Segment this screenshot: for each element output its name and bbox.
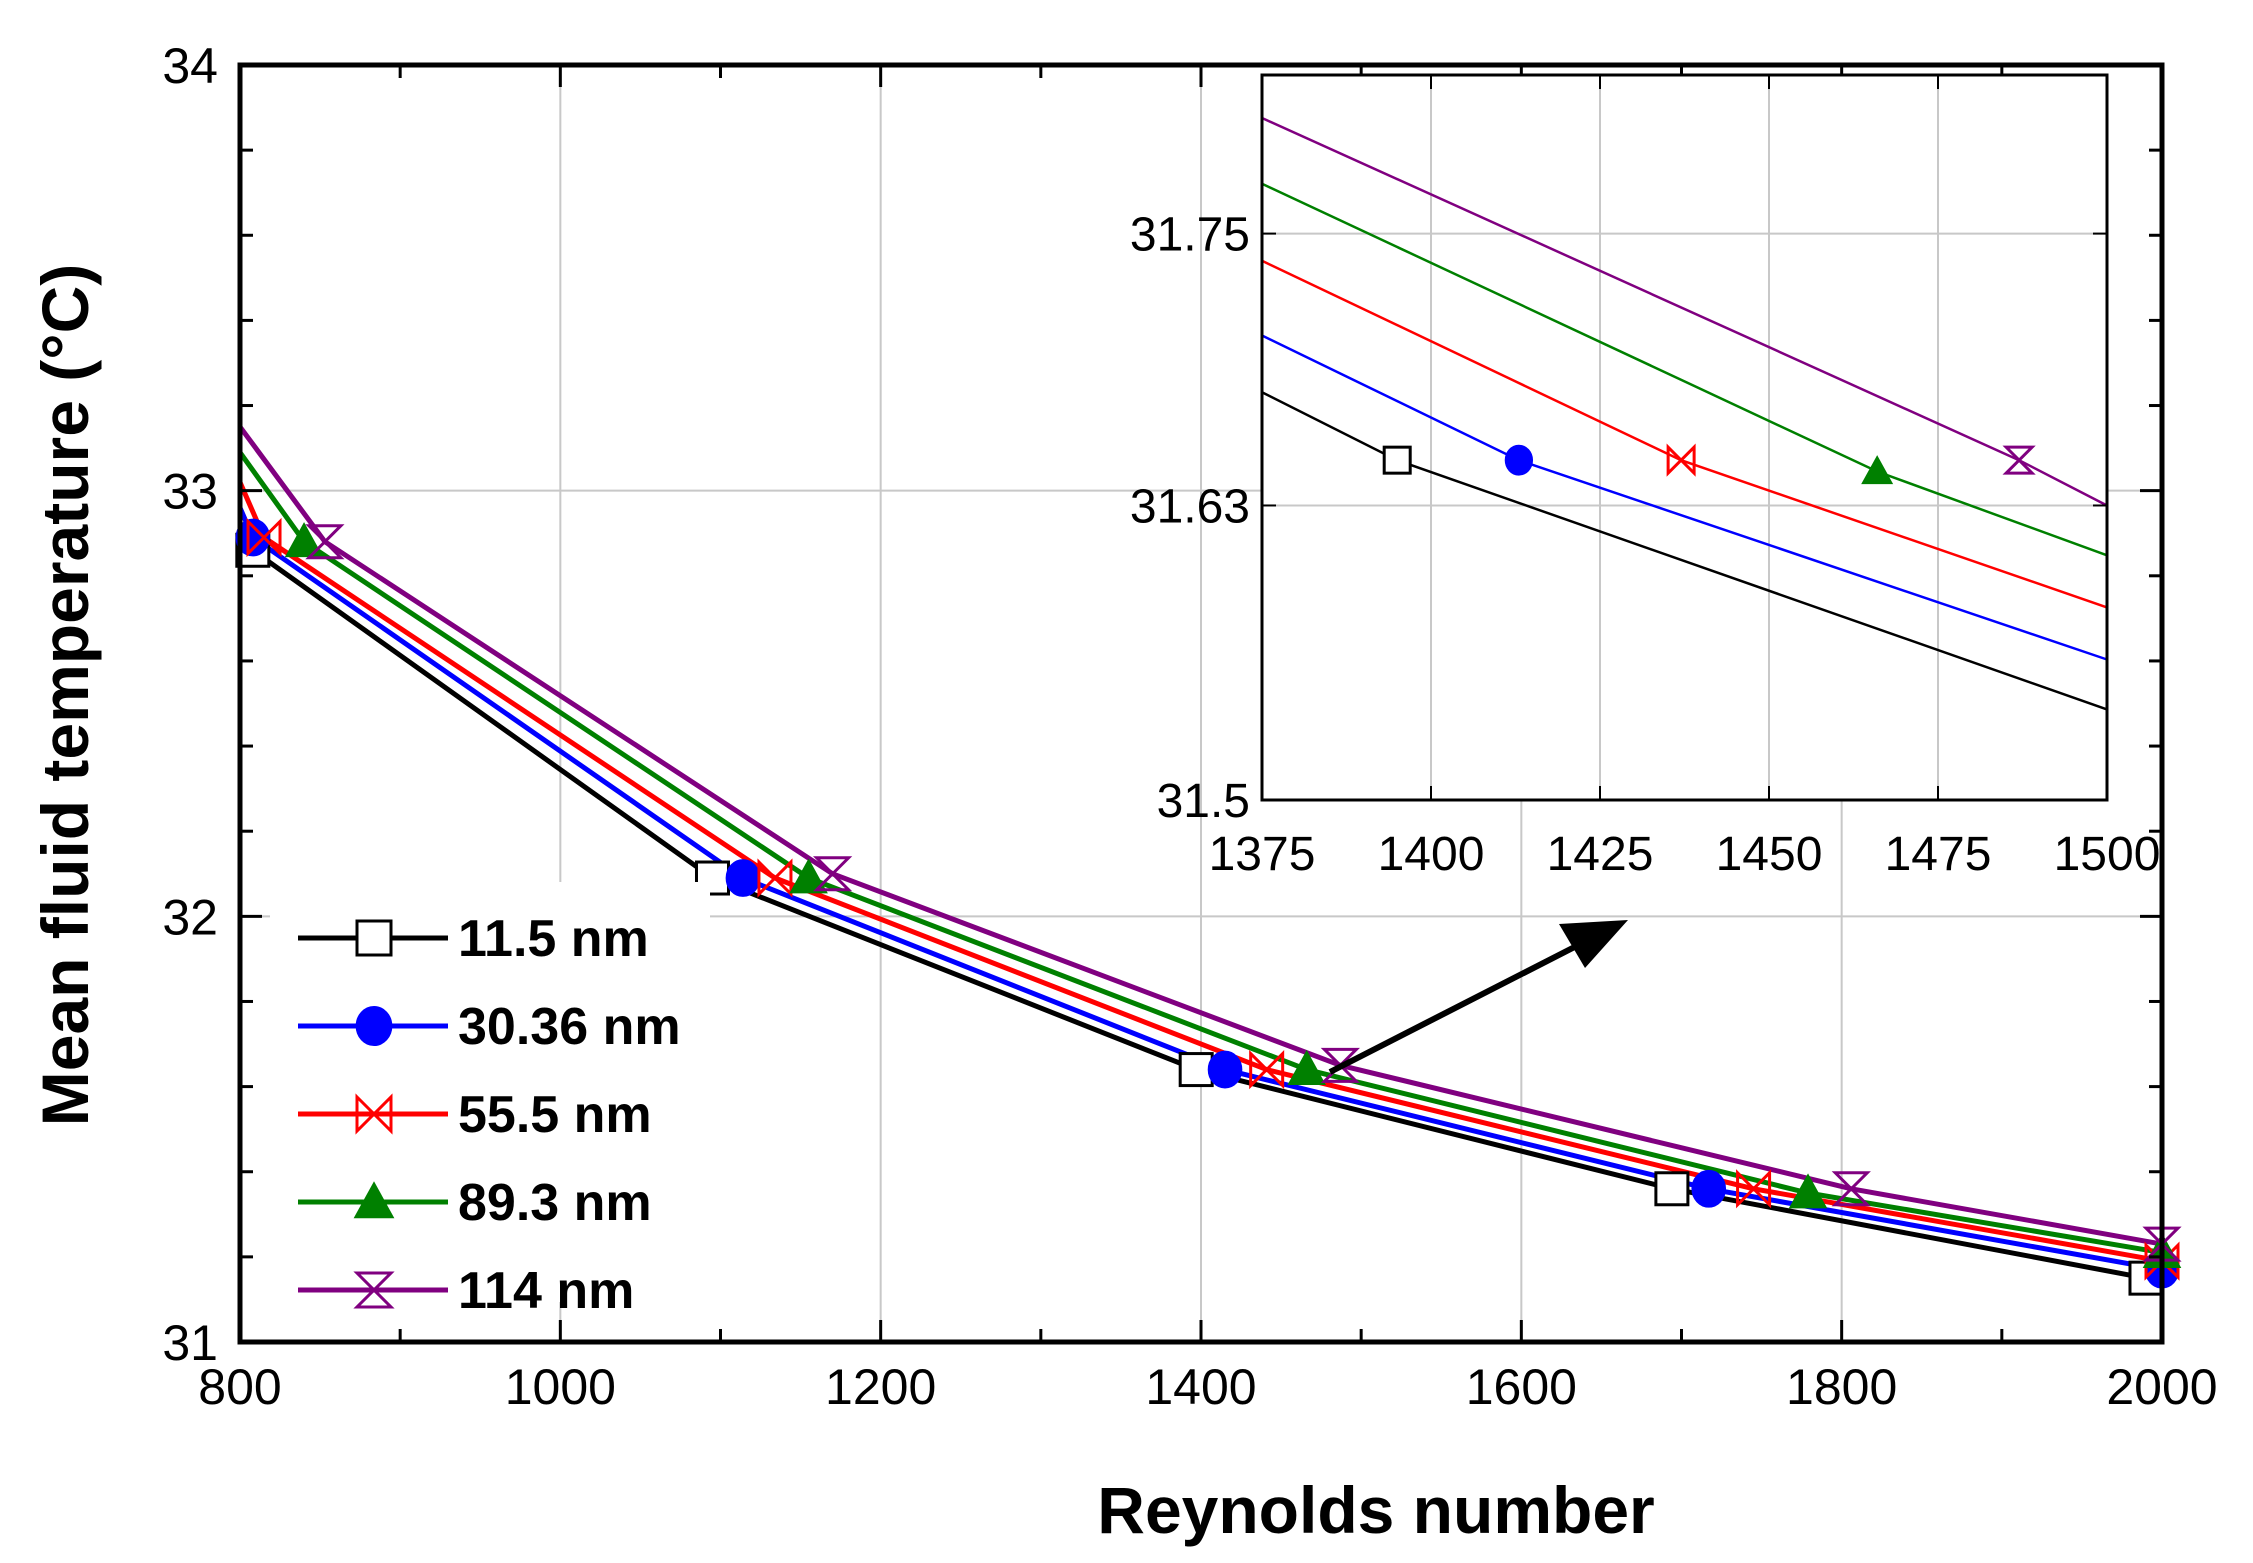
y-axis-title: Mean fluid temperature (°C) <box>28 264 102 1126</box>
inset-x-tick-label: 1400 <box>1378 828 1485 881</box>
main-data-point <box>2142 1226 2182 1262</box>
inset-x-tick-label: 1450 <box>1716 828 1823 881</box>
legend-label: 11.5 nm <box>458 910 649 968</box>
legend-marker <box>355 919 393 957</box>
inset-y-tick-label: 31.63 <box>1130 480 1250 533</box>
legend-box <box>270 882 710 1302</box>
main-data-point <box>235 518 271 557</box>
x-axis-title: Reynolds number <box>1097 1473 1654 1547</box>
main-data-point <box>1691 1169 1727 1208</box>
main-x-tick-label: 1000 <box>505 1359 616 1415</box>
main-y-tick-label: 33 <box>162 464 218 520</box>
legend-label: 55.5 nm <box>458 1086 652 1144</box>
inset-grid <box>1262 75 2107 800</box>
main-y-tick-label: 31 <box>162 1315 218 1371</box>
main-data-point <box>1178 1052 1214 1088</box>
main-x-tick-label: 1800 <box>1786 1359 1897 1415</box>
main-y-tick-label: 34 <box>162 38 218 94</box>
main-data-point <box>305 524 345 560</box>
main-data-point <box>1831 1171 1871 1207</box>
inset-x-tick-label: 1425 <box>1547 828 1654 881</box>
main-data-point <box>757 858 793 898</box>
main-data-point <box>1736 1169 1772 1209</box>
inset-x-tick-label: 1475 <box>1885 828 1992 881</box>
inset-plot-frame <box>1260 73 2109 802</box>
inset-x-tick-label: 1500 <box>2054 828 2161 881</box>
main-x-tick-label: 1400 <box>1145 1359 1256 1415</box>
zoom-arrow <box>1328 920 1628 1075</box>
main-data-point <box>1287 1049 1327 1085</box>
main-x-tick-label: 1200 <box>825 1359 936 1415</box>
inset-x-tick-label: 1375 <box>1209 828 1316 881</box>
legend-label: 30.36 nm <box>458 998 681 1056</box>
main-series-line <box>237 425 2163 1247</box>
main-x-tick-labels: 800 1000 1200 1400 1600 1800 2000 <box>198 1359 2217 1415</box>
inset-data-point <box>1666 443 1696 477</box>
inset-data-point <box>1504 444 1534 476</box>
main-data-point <box>1654 1171 1690 1207</box>
main-x-tick-label: 2000 <box>2106 1359 2217 1415</box>
main-data-point <box>1320 1047 1360 1083</box>
legend-marker <box>355 1093 393 1135</box>
main-data-point <box>1207 1050 1243 1089</box>
main-y-tick-label: 32 <box>162 889 218 945</box>
main-data-point <box>284 522 324 558</box>
main-y-tick-labels: 31 32 33 34 <box>162 38 218 1371</box>
inset-y-tick-label: 31.5 <box>1157 775 1250 828</box>
main-data-point <box>725 859 761 897</box>
inset-y-tick-label: 31.75 <box>1130 209 1250 262</box>
main-data-point <box>812 856 853 892</box>
inset-x-tick-labels: 1375 1400 1425 1450 1475 1500 <box>1209 828 2161 881</box>
inset-tick-marks <box>1261 75 2108 801</box>
main-data-point <box>246 517 282 558</box>
inset-data-point <box>1382 445 1412 475</box>
main-x-tick-label: 1600 <box>1466 1359 1577 1415</box>
legend-marker <box>353 1181 395 1219</box>
inset-data-point <box>1861 455 1894 485</box>
legend-label: 114 nm <box>458 1262 634 1320</box>
legend-marker <box>353 1271 395 1309</box>
main-data-point <box>1249 1049 1285 1090</box>
inset-y-tick-labels: 31.5 31.63 31.75 <box>1130 209 1250 828</box>
main-data-point <box>1788 1173 1828 1209</box>
main-data-point <box>789 858 828 894</box>
inset-data-point <box>2002 445 2036 475</box>
legend-marker <box>355 1005 393 1047</box>
main-x-tick-label: 800 <box>198 1359 281 1415</box>
main-series-markers <box>235 517 2182 1296</box>
legend: 11.5 nm 30.36 nm 55.5 nm 89.3 nm 114 nm <box>298 910 681 1320</box>
legend-label: 89.3 nm <box>458 1174 652 1232</box>
inset-series-markers <box>1382 443 2036 485</box>
inset-background <box>1262 75 2107 800</box>
